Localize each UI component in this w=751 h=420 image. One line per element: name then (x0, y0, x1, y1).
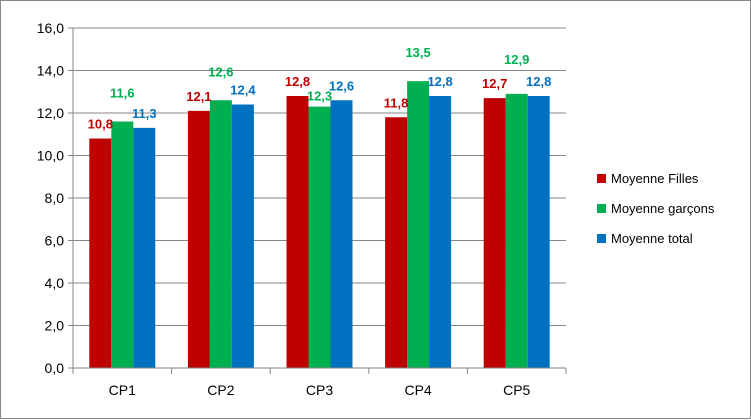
data-label: 11,8 (384, 95, 409, 110)
legend: Moyenne Filles Moyenne garçons Moyenne tot… (597, 171, 715, 246)
data-label: 12,1 (186, 89, 211, 104)
data-label: 12,3 (307, 89, 332, 104)
data-label: 12,9 (504, 52, 529, 67)
y-tick-label: 10,0 (37, 148, 64, 164)
bar (89, 138, 112, 368)
bar (133, 127, 156, 368)
bar (527, 96, 550, 368)
legend-swatch (597, 234, 606, 243)
data-labels: 10,811,611,312,112,612,412,812,312,611,8… (88, 45, 552, 131)
bar (286, 96, 309, 368)
y-tick-label: 8,0 (45, 190, 65, 206)
data-label: 12,4 (230, 83, 256, 98)
bar (209, 100, 232, 368)
bar (111, 121, 134, 368)
data-label: 12,8 (427, 74, 452, 89)
y-tick-label: 4,0 (45, 275, 65, 291)
legend-label: Moyenne total (611, 231, 693, 246)
y-tick-label: 0,0 (45, 360, 65, 376)
x-category-label: CP4 (404, 382, 431, 398)
bar (330, 100, 353, 368)
x-category-label: CP5 (503, 382, 530, 398)
bar (505, 93, 528, 368)
data-label: 12,6 (329, 78, 354, 93)
x-category-label: CP3 (306, 382, 333, 398)
legend-label: Moyenne Filles (611, 171, 699, 186)
data-label: 11,6 (110, 86, 135, 101)
bar (231, 104, 254, 368)
legend-label: Moyenne garçons (611, 201, 715, 216)
data-label: 12,7 (482, 76, 507, 91)
data-label: 12,8 (285, 74, 310, 89)
data-label: 12,8 (526, 74, 551, 89)
axes: 0,0 2,0 4,0 6,0 8,0 10,0 12,0 14,0 16,0 CP1 CP2 CP3… (37, 20, 567, 398)
bar (187, 110, 210, 368)
x-category-label: CP1 (109, 382, 136, 398)
bar (483, 98, 506, 368)
y-tick-label: 6,0 (45, 233, 65, 249)
bar (308, 106, 331, 368)
data-label: 10,8 (88, 117, 113, 132)
legend-swatch (597, 174, 606, 183)
legend-swatch (597, 204, 606, 213)
data-label: 11,3 (132, 106, 157, 121)
bar (407, 81, 430, 368)
y-tick-label: 2,0 (45, 318, 65, 334)
x-category-label: CP2 (207, 382, 234, 398)
y-tick-label: 14,0 (37, 63, 64, 79)
y-tick-label: 16,0 (37, 20, 64, 36)
data-label: 13,5 (405, 45, 430, 60)
bars (89, 81, 550, 368)
bar (385, 117, 408, 368)
y-tick-label: 12,0 (37, 105, 64, 121)
bar (429, 96, 452, 368)
data-label: 12,6 (208, 64, 233, 79)
